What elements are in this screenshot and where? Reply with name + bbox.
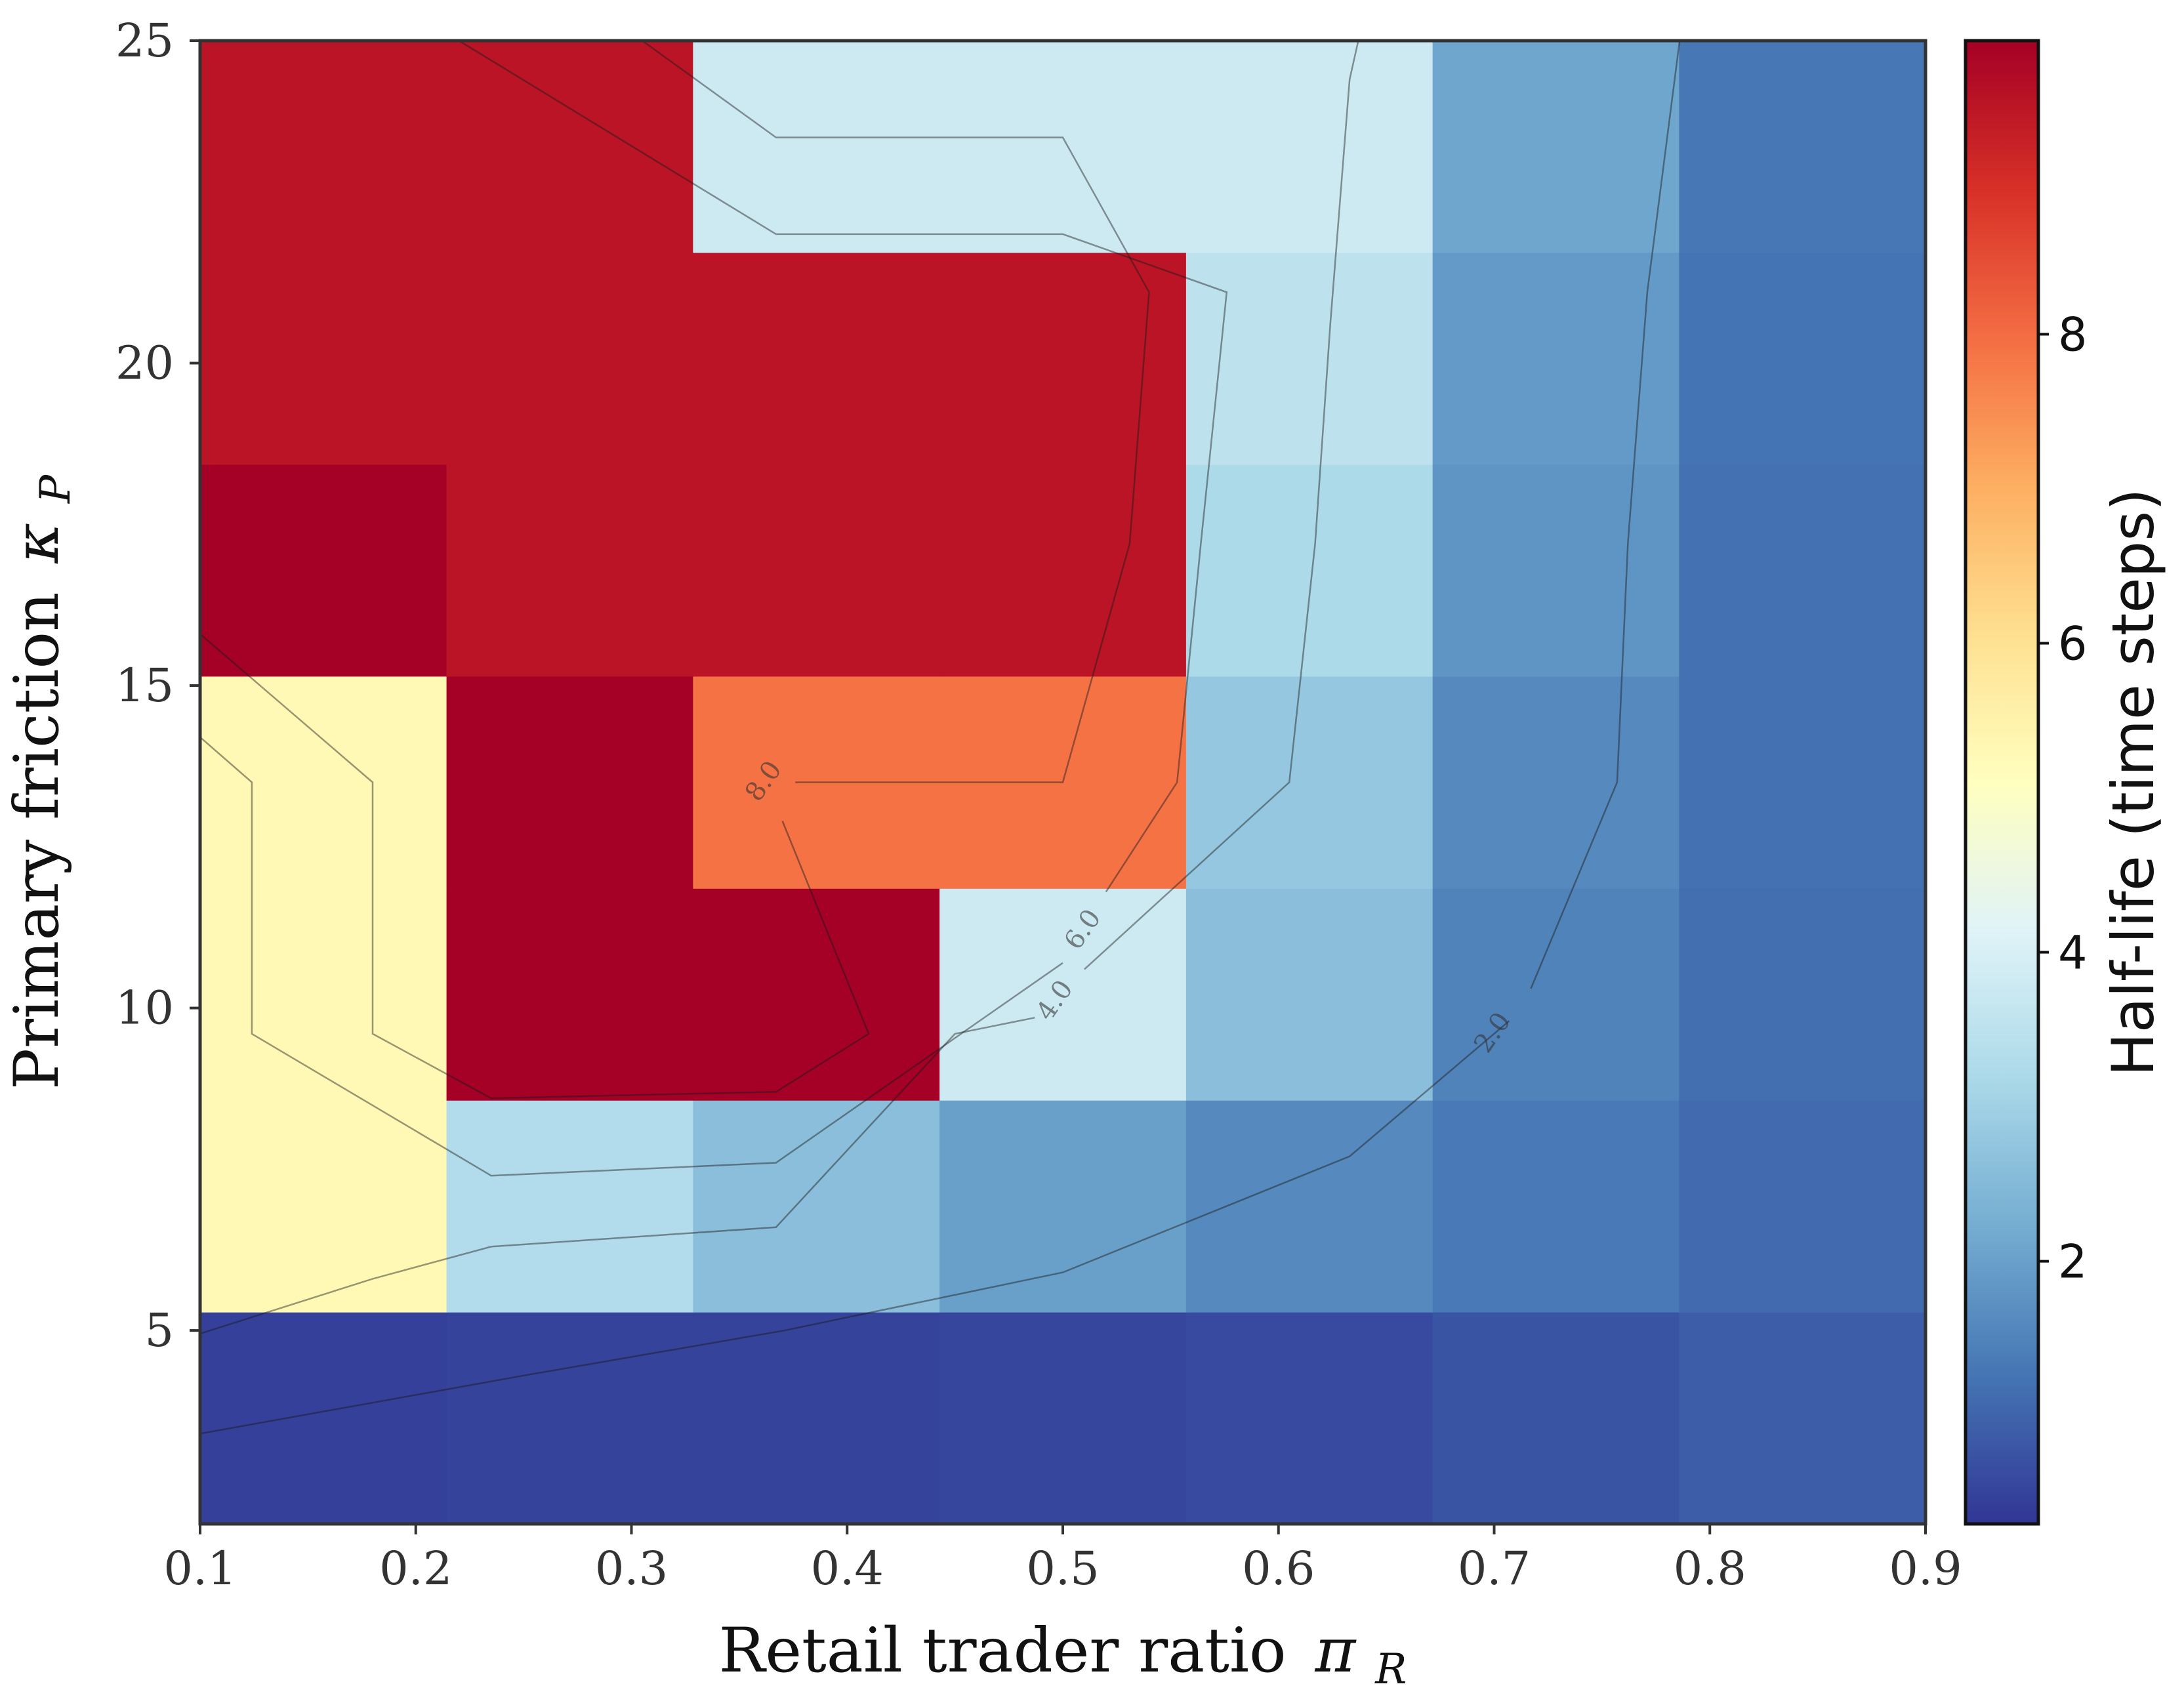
heatmap-cell: [1185, 888, 1433, 1101]
heatmap-cell: [939, 464, 1187, 677]
heatmap-cell: [1185, 1100, 1433, 1313]
heatmap-cell: [693, 1312, 940, 1525]
heatmap-cell: [1432, 41, 1680, 253]
contour-line: [199, 633, 870, 1099]
heatmap-cell: [1679, 464, 1926, 677]
colorbar: [1964, 39, 2040, 1526]
x-tick-label: 0.9: [1889, 1542, 1962, 1595]
contour-line: [458, 39, 1228, 893]
heatmap-cell: [446, 41, 693, 253]
heatmap-cell: [200, 1100, 447, 1313]
heatmap-cell: [446, 1312, 693, 1525]
y-axis-label: Primary friction κ P: [1, 474, 80, 1090]
heatmap-cell: [1679, 1100, 1926, 1313]
heatmap-cell: [1185, 252, 1433, 465]
heatmap-cell: [200, 1312, 447, 1525]
contour-line: [642, 39, 1150, 783]
heatmap-cell: [693, 888, 940, 1101]
x-tick-label: 0.6: [1242, 1542, 1315, 1595]
y-tick-label: 20: [115, 337, 174, 390]
contour-line: [199, 736, 1063, 1177]
heatmap-cell: [693, 1100, 940, 1313]
heatmap-cell: [1185, 464, 1433, 677]
contour-line: [199, 1020, 1510, 1435]
heatmap-cell: [1679, 888, 1926, 1101]
heatmap-cell: [446, 888, 693, 1101]
heatmap-cell: [693, 464, 940, 677]
heatmap-cell: [1432, 676, 1680, 889]
heatmap-cell: [1679, 676, 1926, 889]
heatmap-cell: [939, 676, 1187, 889]
heatmap-cell: [939, 1100, 1187, 1313]
heatmap-cell: [693, 676, 940, 889]
colorbar-tick-label: 4: [2058, 926, 2088, 980]
x-tick-label: 0.8: [1674, 1542, 1746, 1595]
heatmap-cell: [1185, 676, 1433, 889]
heatmap-cells: [200, 41, 1926, 1525]
heatmap-cell: [1432, 1312, 1680, 1525]
heatmap-cell: [939, 888, 1187, 1101]
x-tick-label: 0.4: [811, 1542, 884, 1595]
y-tick-label: 5: [144, 1303, 174, 1357]
heatmap-cell: [1432, 888, 1680, 1101]
contour-line: [1530, 40, 1681, 989]
colorbar-tick-label: 2: [2058, 1235, 2088, 1289]
heatmap-cell: [1432, 252, 1680, 465]
heatmap-cell: [939, 41, 1187, 253]
heatmap-cell: [1185, 41, 1433, 253]
heatmap-cell: [200, 41, 447, 253]
heatmap-cell: [1432, 1100, 1680, 1313]
heatmap-cell: [939, 252, 1187, 465]
heatmap-cell: [1185, 1312, 1433, 1525]
heatmap-cell: [693, 252, 940, 465]
heatmap-cell: [200, 888, 447, 1101]
colorbar-label: Half-life (time steps): [2099, 488, 2167, 1076]
x-tick-label: 0.2: [379, 1542, 452, 1595]
x-tick-label: 0.5: [1026, 1542, 1099, 1595]
heatmap-cell: [446, 676, 693, 889]
x-tick-label: 0.3: [595, 1542, 668, 1595]
heatmap-cell: [200, 676, 447, 889]
heatmap-cell: [939, 1312, 1187, 1525]
heatmap-cell: [200, 464, 447, 677]
heatmap-cell: [446, 464, 693, 677]
colorbar-ticks: 2 4 6 8: [2038, 308, 2088, 1289]
heatmap-cell: [446, 1100, 693, 1313]
contour-line: [1084, 40, 1359, 970]
contour-lines: 2.04.06.08.0: [199, 39, 1681, 1435]
contour-line: [199, 1017, 1035, 1335]
y-tick-label: 25: [115, 14, 174, 68]
heatmap-cell: [446, 252, 693, 465]
heatmap-cell: [693, 41, 940, 253]
x-axis-label: Retail trader ratio π R: [719, 1615, 1407, 1694]
y-tick-label: 10: [115, 981, 174, 1035]
heatmap-cell: [200, 252, 447, 465]
y-axis-ticks: 5 10 15 20 25: [115, 14, 200, 1357]
x-axis-ticks: 0.1 0.2 0.3 0.4 0.5 0.6 0.7 0.8 0.9: [163, 1524, 1962, 1595]
x-tick-label: 0.7: [1458, 1542, 1531, 1595]
heatmap-cell: [1679, 41, 1926, 253]
heatmap-cell: [1679, 1312, 1926, 1525]
colorbar-tick-label: 8: [2058, 308, 2088, 361]
y-tick-label: 15: [115, 659, 174, 712]
heatmap-cell: [1432, 464, 1680, 677]
colorbar-tick-label: 6: [2058, 617, 2088, 671]
x-tick-label: 0.1: [163, 1542, 236, 1595]
heatmap-cell: [1679, 252, 1926, 465]
